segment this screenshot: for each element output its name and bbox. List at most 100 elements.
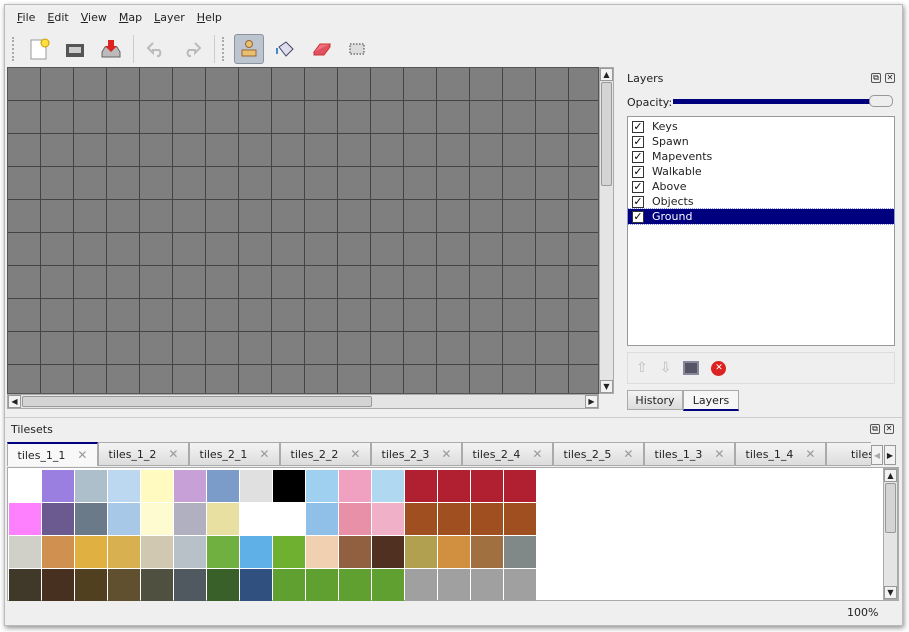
tile[interactable] xyxy=(504,536,536,568)
map-vertical-scrollbar[interactable]: ▲ ▼ xyxy=(599,67,614,394)
layer-item-above[interactable]: ✓ Above xyxy=(632,179,687,193)
toolbar-grip[interactable] xyxy=(222,37,226,61)
tile[interactable] xyxy=(42,536,74,568)
menu-help[interactable]: Help xyxy=(196,11,222,24)
tile[interactable] xyxy=(108,569,140,601)
menu-edit[interactable]: Edit xyxy=(47,11,69,24)
undo-icon[interactable] xyxy=(141,34,171,64)
tile[interactable] xyxy=(372,536,404,568)
visibility-checkbox[interactable]: ✓ xyxy=(632,134,644,148)
tile[interactable] xyxy=(9,470,41,502)
opacity-slider-track[interactable] xyxy=(673,99,873,104)
tileset-tab[interactable]: tiles_2_3 ✕ xyxy=(371,442,462,466)
tile[interactable] xyxy=(207,569,239,601)
scroll-right-icon[interactable]: ▶ xyxy=(585,395,598,408)
tile[interactable] xyxy=(42,503,74,535)
tile[interactable] xyxy=(240,470,272,502)
tile[interactable] xyxy=(207,470,239,502)
tile[interactable] xyxy=(405,503,437,535)
tile[interactable] xyxy=(240,536,272,568)
tile[interactable] xyxy=(174,569,206,601)
open-folder-icon[interactable] xyxy=(60,34,90,64)
tile[interactable] xyxy=(339,569,371,601)
tileset-tab[interactable]: tiles_1_3 ✕ xyxy=(644,442,735,466)
float-icon[interactable]: ⧉ xyxy=(870,424,880,434)
tile[interactable] xyxy=(273,569,305,601)
tileset-tab[interactable]: tiles_2_5 ✕ xyxy=(553,442,644,466)
close-tab-icon[interactable]: ✕ xyxy=(805,447,816,461)
tile[interactable] xyxy=(75,569,107,601)
scroll-up-icon[interactable]: ▲ xyxy=(600,68,613,81)
visibility-checkbox[interactable]: ✓ xyxy=(632,119,644,133)
tile[interactable] xyxy=(9,536,41,568)
tile[interactable] xyxy=(372,569,404,601)
delete-layer-icon[interactable]: ✕ xyxy=(711,360,727,376)
tileset-tab[interactable]: tiles_1_1 ✕ xyxy=(7,442,98,466)
tileset-tab[interactable]: tiles_1_ xyxy=(826,442,871,466)
close-tab-icon[interactable]: ✕ xyxy=(77,448,88,462)
rect-select-icon[interactable] xyxy=(342,34,372,64)
menu-layer[interactable]: Layer xyxy=(154,11,185,24)
visibility-checkbox[interactable]: ✓ xyxy=(632,164,644,178)
tile[interactable] xyxy=(504,470,536,502)
move-layer-down-icon[interactable]: ⇩ xyxy=(659,360,672,376)
scrollbar-thumb[interactable] xyxy=(22,396,372,407)
tile[interactable] xyxy=(174,536,206,568)
tile[interactable] xyxy=(405,536,437,568)
opacity-slider-handle[interactable] xyxy=(869,95,893,107)
tile[interactable] xyxy=(471,503,503,535)
layer-item-walkable[interactable]: ✓ Walkable xyxy=(632,164,702,178)
tile[interactable] xyxy=(141,536,173,568)
close-icon[interactable]: ✕ xyxy=(884,424,894,434)
tab-history[interactable]: History xyxy=(627,390,683,410)
tile[interactable] xyxy=(471,569,503,601)
tile[interactable] xyxy=(75,470,107,502)
visibility-checkbox[interactable]: ✓ xyxy=(632,149,644,163)
tile[interactable] xyxy=(240,503,272,535)
close-tab-icon[interactable]: ✕ xyxy=(168,447,179,461)
scrollbar-thumb[interactable] xyxy=(885,483,896,533)
tile[interactable] xyxy=(306,503,338,535)
tile[interactable] xyxy=(273,503,305,535)
tileset-vertical-scrollbar[interactable]: ▲ ▼ xyxy=(883,468,898,600)
tile[interactable] xyxy=(438,536,470,568)
tile[interactable] xyxy=(9,569,41,601)
tileset-tab[interactable]: tiles_1_2 ✕ xyxy=(98,442,189,466)
tile[interactable] xyxy=(405,470,437,502)
bucket-fill-icon[interactable] xyxy=(270,34,300,64)
layer-item-mapevents[interactable]: ✓ Mapevents xyxy=(632,149,713,163)
tile[interactable] xyxy=(75,503,107,535)
stamp-brush-icon[interactable] xyxy=(234,34,264,64)
tile[interactable] xyxy=(240,569,272,601)
tile[interactable] xyxy=(273,470,305,502)
layer-item-objects[interactable]: ✓ Objects xyxy=(632,194,694,208)
tile[interactable] xyxy=(108,536,140,568)
tile[interactable] xyxy=(306,536,338,568)
tile[interactable] xyxy=(141,470,173,502)
tile[interactable] xyxy=(306,569,338,601)
tile[interactable] xyxy=(273,536,305,568)
visibility-checkbox[interactable]: ✓ xyxy=(632,179,644,193)
tile[interactable] xyxy=(405,569,437,601)
toolbar-grip[interactable] xyxy=(12,37,16,61)
tile[interactable] xyxy=(438,470,470,502)
tileset-tab[interactable]: tiles_2_4 ✕ xyxy=(462,442,553,466)
eraser-icon[interactable] xyxy=(306,34,336,64)
tileset-tab[interactable]: tiles_1_4 ✕ xyxy=(735,442,826,466)
tile[interactable] xyxy=(504,569,536,601)
tile[interactable] xyxy=(438,569,470,601)
tile[interactable] xyxy=(207,536,239,568)
tile[interactable] xyxy=(306,470,338,502)
duplicate-layer-icon[interactable] xyxy=(683,361,700,375)
tile[interactable] xyxy=(75,536,107,568)
tile[interactable] xyxy=(141,569,173,601)
save-icon[interactable] xyxy=(96,34,126,64)
close-tab-icon[interactable]: ✕ xyxy=(441,447,452,461)
tile[interactable] xyxy=(174,470,206,502)
close-tab-icon[interactable]: ✕ xyxy=(623,447,634,461)
layer-item-spawn[interactable]: ✓ Spawn xyxy=(632,134,689,148)
tile[interactable] xyxy=(108,503,140,535)
tile[interactable] xyxy=(141,503,173,535)
float-icon[interactable]: ⧉ xyxy=(871,73,881,83)
tabs-scroll-left-icon[interactable]: ◀ xyxy=(871,445,883,465)
